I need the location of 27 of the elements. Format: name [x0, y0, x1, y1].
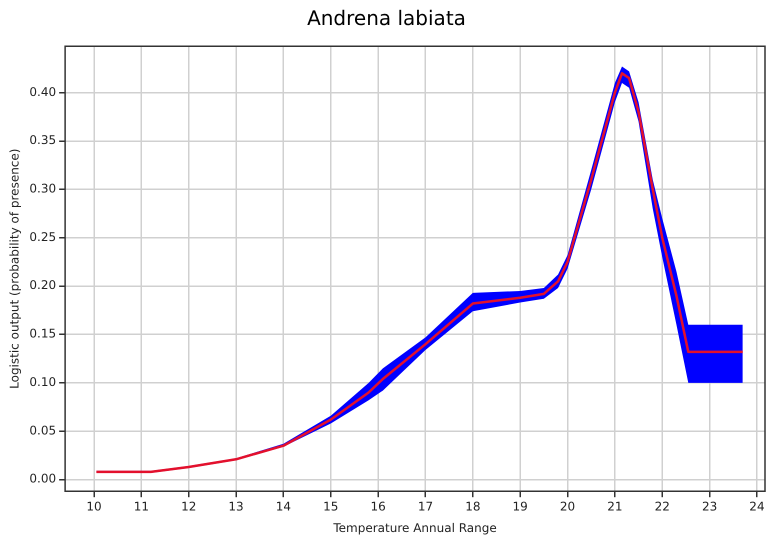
x-tick-label: 19: [512, 500, 528, 514]
y-tick-label: 0.00: [29, 472, 56, 486]
y-tick-label: 0.40: [29, 84, 56, 99]
x-tick-label: 13: [228, 500, 244, 514]
x-tick-label: 10: [86, 500, 102, 514]
y-tick-label: 0.10: [29, 374, 56, 389]
x-tick-label: 20: [560, 500, 576, 514]
x-tick-label: 17: [418, 500, 434, 514]
y-tick-label: 0.20: [29, 278, 56, 292]
x-tick-label: 14: [276, 500, 292, 514]
y-tick-label: 0.15: [29, 326, 56, 341]
x-tick-label: 21: [607, 500, 623, 514]
x-tick-label: 24: [749, 500, 765, 514]
x-tick-label: 18: [465, 500, 480, 514]
y-tick-label: 0.05: [29, 423, 56, 438]
y-axis-title: Logistic output (probability of presence): [7, 148, 22, 389]
chart-title: Andrena labiata: [306, 6, 467, 32]
y-tick-label: 0.25: [29, 230, 56, 244]
x-tick-label: 11: [134, 500, 149, 514]
x-axis-title: Temperature Annual Range: [332, 520, 497, 535]
y-tick-label: 0.30: [29, 182, 56, 196]
x-tick-label: 23: [702, 500, 718, 514]
x-tick-label: 16: [370, 500, 386, 514]
x-tick-label: 15: [323, 500, 338, 514]
x-tick-label: 22: [654, 500, 670, 514]
y-tick-label: 0.35: [29, 133, 56, 148]
x-tick-label: 12: [181, 500, 196, 514]
